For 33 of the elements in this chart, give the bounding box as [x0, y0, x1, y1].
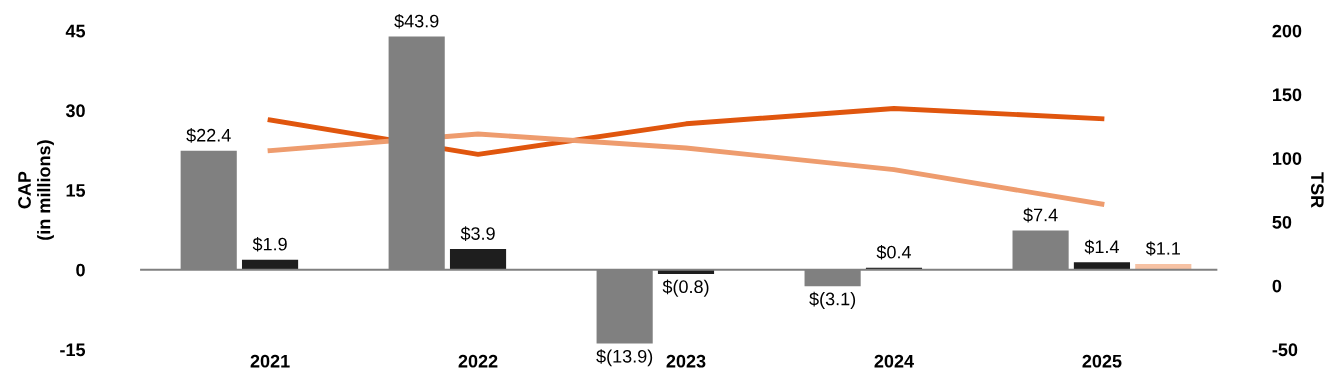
x-tick-label: 2024 [874, 354, 914, 368]
x-tick-label: 2021 [250, 354, 290, 368]
y2-axis-title: TSR [1310, 172, 1324, 208]
y-axis-title: CAP (in millions) [18, 140, 54, 240]
data-label: $43.9 [394, 13, 439, 29]
y-tick-label: 45 [65, 24, 86, 38]
y-tick-label: 30 [65, 104, 85, 118]
y2-tick-label: 100 [1273, 152, 1302, 165]
data-label: $(0.8) [662, 279, 709, 297]
bar [449, 249, 507, 270]
y2-tick-label: 0 [1272, 279, 1282, 293]
line-series [267, 106, 1105, 157]
x-tick-label: 2022 [458, 354, 498, 368]
y-tick-label: 15 [66, 184, 86, 197]
data-label: $(3.1) [809, 291, 856, 309]
data-label: $22.4 [186, 128, 231, 143]
y2-tick-label: 150 [1273, 88, 1302, 102]
y2-tick-label: 200 [1272, 24, 1302, 38]
data-label: $7.4 [1023, 207, 1058, 223]
line-series [267, 131, 1105, 207]
y-tick-label: 0 [76, 263, 85, 277]
data-label: $(13.9) [596, 349, 653, 367]
data-label: $1.9 [252, 237, 287, 252]
data-label: $1.1 [1145, 241, 1180, 256]
y2-tick-label: 50 [1272, 215, 1292, 229]
data-label: $3.9 [460, 226, 495, 241]
x-tick-label: 2025 [1082, 354, 1122, 368]
bar [1073, 262, 1131, 270]
x-tick-label: 2023 [666, 354, 706, 368]
y2-tick-label: -50 [1272, 343, 1298, 357]
y-tick-label: -15 [60, 343, 86, 357]
data-label: $0.4 [876, 244, 912, 260]
data-label: $1.4 [1084, 239, 1119, 255]
